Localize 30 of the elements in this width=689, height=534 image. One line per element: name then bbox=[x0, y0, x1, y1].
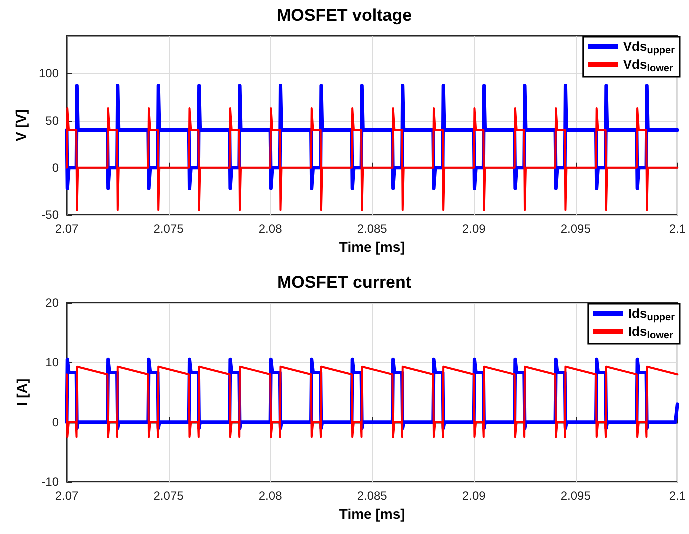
x-axis-title: Time [ms] bbox=[339, 506, 406, 522]
x-tick-label: 2.085 bbox=[357, 222, 388, 236]
x-axis-title: Time [ms] bbox=[339, 238, 406, 255]
y-axis-title: I [A] bbox=[14, 378, 30, 406]
y-tick-label: 0 bbox=[52, 415, 60, 430]
chart-title: MOSFET current bbox=[277, 273, 412, 292]
line-series bbox=[66, 366, 679, 438]
x-tick-label: 2.085 bbox=[357, 489, 388, 503]
x-tick-label: 2.09 bbox=[462, 222, 486, 236]
y-tick-label: -50 bbox=[42, 208, 60, 222]
x-tick-label: 2.08 bbox=[258, 222, 283, 236]
y-tick-label: 20 bbox=[46, 296, 60, 310]
x-tick-label: 2.09 bbox=[462, 489, 486, 503]
y-tick-label: 50 bbox=[46, 114, 60, 128]
line-series bbox=[66, 108, 679, 212]
y-axis-title: V [V] bbox=[13, 110, 30, 142]
x-tick-label: 2.08 bbox=[258, 489, 283, 503]
x-tick-label: 2.1 bbox=[669, 489, 686, 503]
x-tick-label: 2.1 bbox=[669, 222, 686, 236]
y-tick-label: 10 bbox=[46, 356, 60, 370]
chart-title: MOSFET voltage bbox=[276, 6, 412, 25]
y-tick-label: 100 bbox=[38, 66, 60, 81]
y-tick-label: 0 bbox=[52, 160, 60, 175]
y-tick-label: -10 bbox=[42, 475, 60, 489]
x-tick-label: 2.075 bbox=[154, 489, 184, 503]
x-tick-label: 2.095 bbox=[560, 222, 592, 236]
x-tick-label: 2.075 bbox=[154, 222, 184, 236]
x-tick-label: 2.095 bbox=[560, 489, 592, 503]
x-tick-label: 2.07 bbox=[55, 222, 79, 236]
x-tick-label: 2.07 bbox=[55, 489, 79, 503]
